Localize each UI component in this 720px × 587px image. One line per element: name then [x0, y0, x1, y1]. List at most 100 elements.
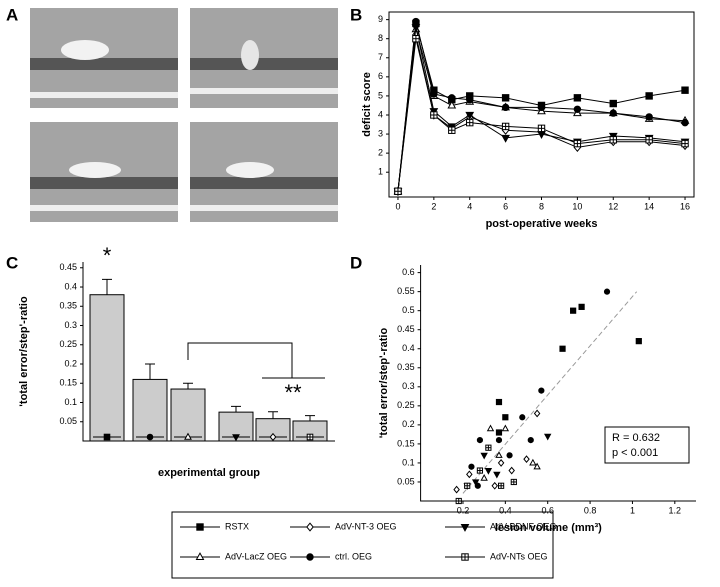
marker: [466, 118, 474, 127]
marker: [412, 35, 420, 43]
legend-label: AdV-BDNF OEG: [490, 521, 557, 531]
marker: [635, 338, 642, 345]
x-axis-label: post-operative weeks: [486, 218, 598, 230]
marker: [453, 485, 460, 494]
x-tick-label: 16: [680, 201, 690, 211]
y-axis-label: 'total error/step'-ratio: [378, 328, 390, 439]
marker: [501, 424, 510, 432]
legend-label: AdV-NTs OEG: [490, 551, 548, 561]
marker: [502, 414, 509, 421]
y-tick-label: 0.2: [402, 419, 415, 429]
error-bar: [305, 415, 315, 421]
marker: [645, 136, 653, 144]
bar: [132, 378, 168, 442]
y-tick-label: 1: [378, 167, 383, 177]
marker: [195, 552, 205, 561]
marker: [430, 90, 438, 98]
marker: [466, 470, 473, 479]
y-tick-label: 0.05: [397, 476, 415, 486]
marker: [573, 139, 582, 148]
marker: [609, 136, 617, 144]
marker: [501, 134, 510, 143]
marker: [523, 455, 530, 464]
marker: [491, 481, 498, 490]
y-tick-label: 0.45: [397, 324, 415, 334]
x-tick-label: 8: [539, 201, 544, 211]
marker: [495, 429, 503, 436]
marker: [184, 432, 192, 440]
marker: [306, 522, 314, 532]
x-tick-label: 0: [395, 201, 400, 211]
y-tick-label: 6: [378, 71, 383, 81]
y-tick-label: 0.6: [402, 267, 415, 277]
annotation: **: [284, 380, 302, 405]
y-tick-label: 0.05: [59, 416, 77, 426]
marker: [681, 139, 689, 148]
marker: [529, 458, 537, 466]
marker: [533, 409, 541, 418]
y-tick-label: 0.1: [64, 397, 77, 407]
x-tick-label: 1.2: [669, 505, 682, 515]
marker: [578, 303, 585, 310]
marker: [544, 433, 552, 441]
marker: [573, 94, 582, 102]
y-tick-label: 0.25: [397, 400, 415, 410]
marker: [480, 474, 488, 481]
legend-label: RSTX: [225, 521, 249, 531]
marker: [537, 103, 546, 112]
legend-label: ctrl. OEG: [335, 551, 372, 561]
annotation: *: [103, 243, 112, 268]
marker: [232, 434, 240, 442]
x-tick-label: 4: [467, 201, 472, 211]
panel-label: D: [350, 253, 362, 272]
marker: [495, 436, 503, 444]
marker: [681, 86, 689, 94]
marker: [476, 436, 484, 444]
y-tick-label: 0.55: [397, 286, 415, 296]
marker: [508, 466, 515, 475]
x-tick-label: 10: [572, 201, 582, 211]
error-bar: [268, 411, 278, 419]
y-tick-label: 0.4: [64, 281, 77, 291]
marker: [519, 414, 526, 421]
annotation: R = 0.632: [612, 432, 660, 444]
marker: [412, 17, 420, 26]
y-tick-label: 2: [378, 148, 383, 158]
marker: [485, 444, 492, 451]
error-bar: [145, 363, 155, 380]
marker: [645, 92, 653, 100]
marker: [394, 187, 402, 195]
x-tick-label: 0.2: [457, 505, 470, 515]
y-tick-label: 0.1: [402, 457, 415, 467]
marker: [538, 387, 545, 394]
marker: [495, 451, 503, 458]
marker: [471, 479, 480, 487]
marker: [464, 482, 471, 489]
marker: [447, 100, 457, 109]
marker: [495, 398, 503, 406]
y-tick-label: 0.5: [402, 305, 415, 315]
marker: [537, 124, 546, 133]
bracket: [187, 342, 325, 379]
y-tick-label: 0.45: [59, 262, 77, 272]
y-axis-label: 'total error/step'-ratio: [18, 296, 30, 407]
marker: [480, 452, 488, 460]
annotation: p < 0.001: [612, 447, 658, 459]
series-line: [397, 38, 686, 192]
x-tick-label: 0.8: [584, 505, 597, 515]
marker: [501, 122, 510, 131]
y-tick-label: 0.35: [397, 362, 415, 372]
legend-label: AdV-LacZ OEG: [225, 551, 287, 561]
marker: [146, 433, 154, 441]
y-tick-label: 3: [378, 128, 383, 138]
marker: [448, 126, 456, 134]
y-tick-label: 7: [378, 52, 383, 62]
marker: [306, 553, 314, 561]
y-tick-label: 0.35: [59, 301, 77, 311]
legend-box: [171, 511, 554, 579]
marker: [501, 103, 510, 112]
marker: [609, 109, 617, 117]
x-tick-label: 14: [644, 201, 654, 211]
panel-label: C: [6, 253, 18, 272]
